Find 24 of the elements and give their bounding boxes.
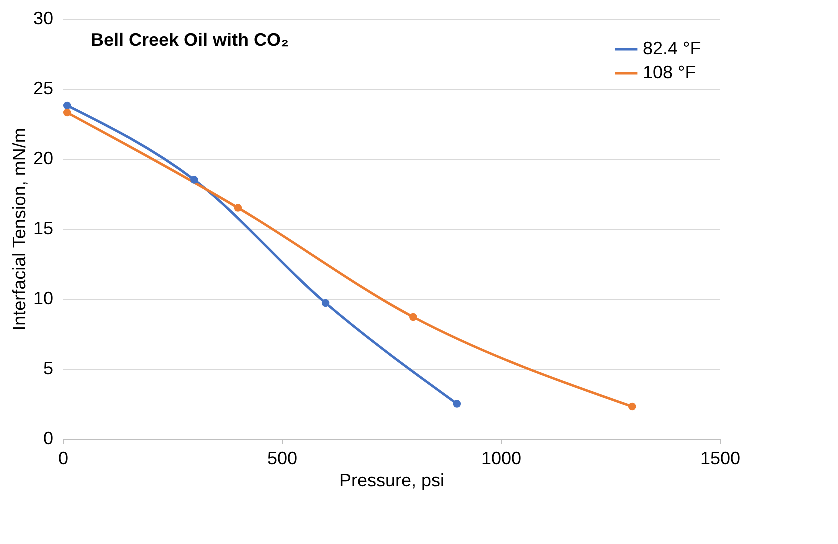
y-tick-label: 30 <box>33 8 54 28</box>
y-tick-label: 25 <box>33 78 54 98</box>
x-axis-title: Pressure, psi <box>339 470 445 490</box>
y-tick-label: 20 <box>33 148 54 168</box>
point <box>628 402 636 411</box>
point <box>190 176 198 184</box>
legend-label: 82.4 °F <box>643 38 702 58</box>
y-tick-label: 5 <box>43 358 54 378</box>
x-tick-label: 0 <box>58 448 69 468</box>
point <box>453 400 462 408</box>
point <box>410 313 418 322</box>
x-tick-label: 500 <box>267 448 298 468</box>
point <box>234 204 242 212</box>
y-tick-label: 10 <box>33 288 54 308</box>
point <box>64 102 72 110</box>
point <box>64 108 72 117</box>
legend-label: 108 °F <box>643 62 696 82</box>
text: Bell Creek Oil with CO₂ <box>90 30 290 50</box>
y-axis-title: Interfacial Tension, mN/m <box>9 128 30 331</box>
x-tick-label: 1000 <box>481 448 522 468</box>
y-tick-label: 15 <box>33 218 54 238</box>
x-tick-label: 1500 <box>700 448 741 468</box>
point <box>322 299 330 308</box>
y-tick-label: 0 <box>43 428 54 448</box>
